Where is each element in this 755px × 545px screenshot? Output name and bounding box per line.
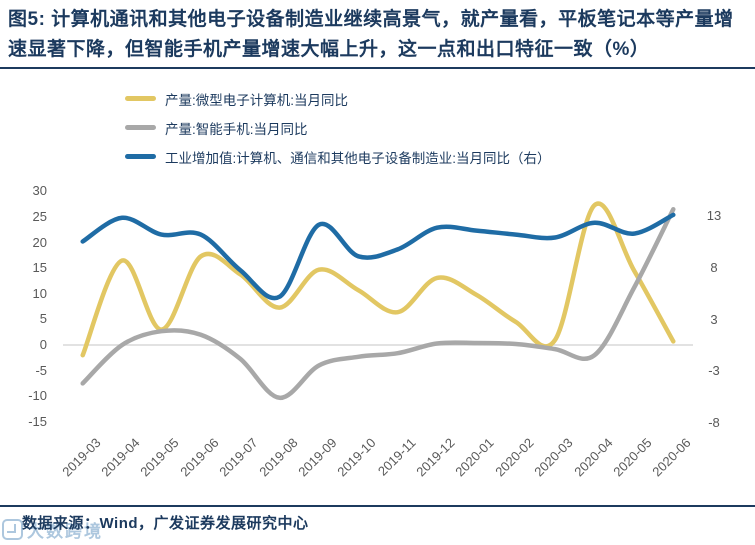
legend-item-2: 工业增加值:计算机、通信和其他电子设备制造业:当月同比（右） <box>125 142 551 171</box>
y-axis-left-tick: 20 <box>32 234 47 250</box>
y-axis-left-tick: 25 <box>32 208 47 224</box>
figure-title: 图5: 计算机通讯和其他电子设备制造业继续高景气，就产量看，平板笔记本等产量增速… <box>8 9 734 60</box>
y-axis-left-tick: -15 <box>28 413 47 429</box>
legend-label: 产量:智能手机:当月同比 <box>165 121 308 137</box>
data-source-text: 数据来源：Wind，广发证券发展研究中心 <box>22 515 309 532</box>
legend-swatch-icon <box>125 154 156 159</box>
y-axis-right-tick: 8 <box>710 259 718 275</box>
y-axis-right-tick: 3 <box>710 311 718 327</box>
series-line-2 <box>80 212 676 301</box>
legend-item-0: 产量:微型电子计算机:当月同比 <box>125 84 551 113</box>
watermark-logo-icon <box>2 519 23 540</box>
y-axis-left-tick: -10 <box>28 388 47 404</box>
legend-item-1: 产量:智能手机:当月同比 <box>125 113 551 142</box>
title-divider <box>0 67 755 69</box>
legend-swatch-icon <box>125 125 156 130</box>
legend-swatch-icon <box>125 96 156 101</box>
y-axis-left-tick: 15 <box>32 260 47 276</box>
series-line-1 <box>80 207 676 401</box>
y-axis-left-tick: 30 <box>32 183 47 199</box>
y-axis-left-tick: -5 <box>35 362 47 378</box>
y-axis-left-tick: 5 <box>39 311 47 327</box>
chart-legend: 产量:微型电子计算机:当月同比 产量:智能手机:当月同比工业增加值:计算机、通信和… <box>125 84 551 171</box>
watermark-text: 大数跨境 <box>27 522 103 541</box>
legend-label: 产量:微型电子计算机:当月同比 <box>165 92 349 108</box>
y-axis-right-tick: -8 <box>708 415 720 430</box>
y-axis-right-tick: 13 <box>706 208 722 223</box>
y-axis-right-tick: -3 <box>708 363 720 379</box>
footer-divider <box>0 505 755 507</box>
watermark: 大数跨境 <box>2 517 103 542</box>
legend-label: 工业增加值:计算机、通信和其他电子设备制造业:当月同比（右） <box>165 150 551 166</box>
y-axis-left-tick: 0 <box>39 337 47 352</box>
y-axis-left-tick: 10 <box>32 285 47 301</box>
